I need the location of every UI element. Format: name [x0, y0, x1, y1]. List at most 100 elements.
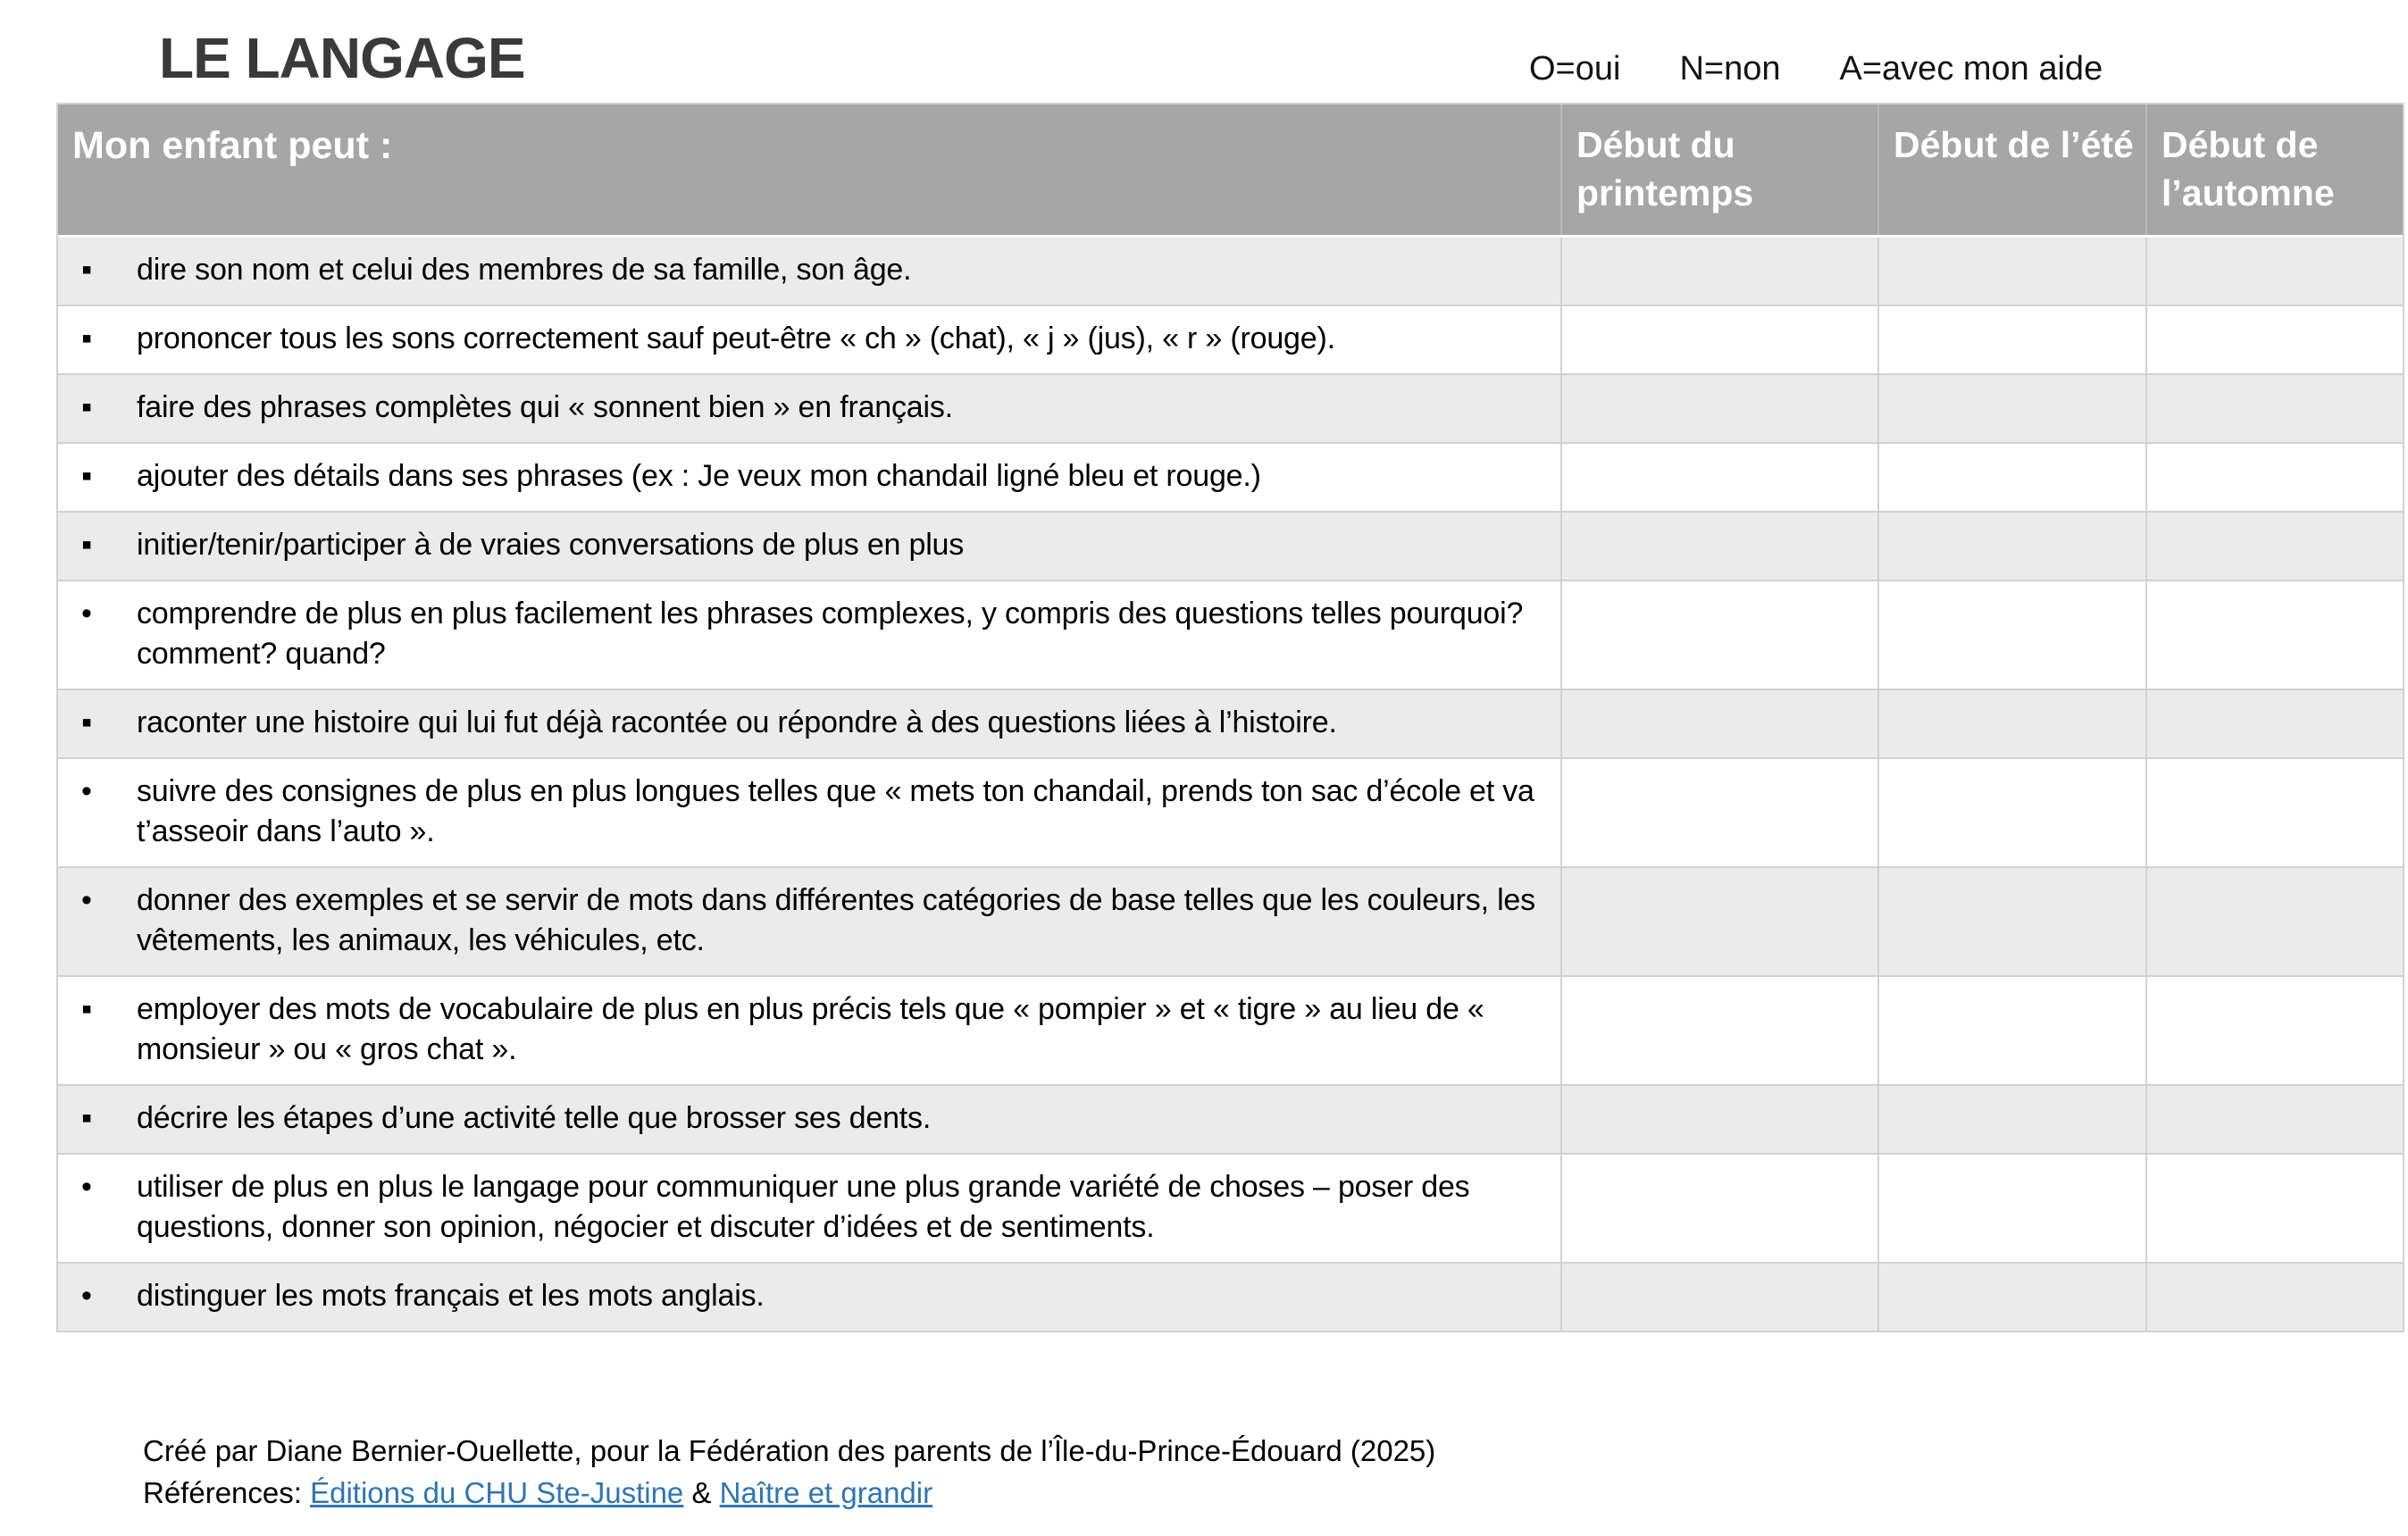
answer-cell-printemps[interactable]	[1560, 1264, 1877, 1331]
link-chu-ste-justine[interactable]: Éditions du CHU Ste-Justine	[310, 1475, 684, 1509]
answer-cell-automne[interactable]	[2145, 868, 2403, 976]
table-row: ▪ dire son nom et celui des membres de s…	[58, 238, 2403, 307]
answer-cell-ete[interactable]	[1877, 238, 2145, 305]
answer-cell-printemps[interactable]	[1560, 444, 1877, 512]
row-label: donner des exemples et se servir de mots…	[137, 883, 1535, 958]
row-label: prononcer tous les sons correctement sau…	[137, 321, 1335, 356]
bullet-icon: •	[81, 883, 92, 918]
row-label-cell: • comprendre de plus en plus facilement …	[58, 581, 1560, 689]
row-label-cell: • suivre des consignes de plus en plus l…	[58, 759, 1560, 866]
answer-cell-printemps[interactable]	[1560, 375, 1877, 443]
answer-cell-printemps[interactable]	[1560, 513, 1877, 580]
references-label: Références:	[143, 1475, 311, 1509]
answer-cell-printemps[interactable]	[1560, 238, 1877, 305]
legend-item-non: N=non	[1679, 50, 1781, 88]
answer-legend: O=oui N=non A=avec mon aide	[1529, 50, 2103, 88]
row-label-cell: ▪ dire son nom et celui des membres de s…	[58, 238, 1560, 305]
bullet-icon: ▪	[81, 528, 93, 563]
answer-cell-ete[interactable]	[1877, 581, 2145, 689]
references-line: Références: Éditions du CHU Ste-Justine …	[143, 1473, 1435, 1515]
table-row: • distinguer les mots français et les mo…	[58, 1264, 2403, 1331]
header-col-printemps: Début du printemps	[1560, 104, 1877, 236]
row-label-cell: ▪ ajouter des détails dans ses phrases (…	[58, 444, 1560, 511]
references-separator: &	[683, 1475, 720, 1509]
header-col-ete: Début de l’été	[1877, 104, 2145, 236]
row-label-cell: ▪ faire des phrases complètes qui « sonn…	[58, 375, 1560, 442]
row-label: ajouter des détails dans ses phrases (ex…	[137, 459, 1261, 494]
answer-cell-printemps[interactable]	[1560, 1155, 1877, 1263]
table-row: ▪ initier/tenir/participer à de vraies c…	[58, 513, 2403, 582]
answer-cell-automne[interactable]	[2145, 1264, 2403, 1331]
row-label: distinguer les mots français et les mots…	[137, 1279, 765, 1314]
answer-cell-printemps[interactable]	[1560, 868, 1877, 976]
answer-cell-ete[interactable]	[1877, 1155, 2145, 1263]
row-label-cell: ▪ employer des mots de vocabulaire de pl…	[58, 977, 1560, 1084]
answer-cell-printemps[interactable]	[1560, 581, 1877, 689]
answer-cell-ete[interactable]	[1877, 375, 2145, 443]
row-label-cell: • utiliser de plus en plus le langage po…	[58, 1155, 1560, 1262]
answer-cell-ete[interactable]	[1877, 1086, 2145, 1154]
answer-cell-printemps[interactable]	[1560, 1086, 1877, 1154]
row-label: décrire les étapes d’une activité telle …	[137, 1101, 932, 1136]
table-row: ▪ employer des mots de vocabulaire de pl…	[58, 977, 2403, 1087]
credit-line: Créé par Diane Bernier-Ouellette, pour l…	[143, 1434, 1436, 1467]
row-label: dire son nom et celui des membres de sa …	[137, 253, 912, 288]
answer-cell-automne[interactable]	[2145, 759, 2403, 867]
answer-cell-ete[interactable]	[1877, 977, 2145, 1085]
answer-cell-printemps[interactable]	[1560, 977, 1877, 1085]
answer-cell-ete[interactable]	[1877, 690, 2145, 758]
row-label-cell: • donner des exemples et se servir de mo…	[58, 868, 1560, 975]
page-title: LE LANGAGE	[159, 26, 526, 90]
answer-cell-printemps[interactable]	[1560, 690, 1877, 758]
footer: Créé par Diane Bernier-Ouellette, pour l…	[143, 1431, 1435, 1515]
row-label-cell: • distinguer les mots français et les mo…	[58, 1264, 1560, 1331]
answer-cell-ete[interactable]	[1877, 513, 2145, 580]
bullet-icon: ▪	[81, 390, 93, 425]
bullet-icon: •	[81, 1279, 92, 1314]
bullet-icon: •	[81, 1170, 92, 1205]
checklist-body: ▪ dire son nom et celui des membres de s…	[58, 238, 2403, 1331]
row-label-cell: ▪ prononcer tous les sons correctement s…	[58, 306, 1560, 373]
row-label-cell: ▪ raconter une histoire qui lui fut déjà…	[58, 690, 1560, 757]
bullet-icon: ▪	[81, 1101, 93, 1136]
header-label: Mon enfant peut :	[72, 124, 393, 167]
bullet-icon: ▪	[81, 253, 93, 288]
answer-cell-automne[interactable]	[2145, 444, 2403, 512]
table-header-row: Mon enfant peut : Début du printemps Déb…	[58, 104, 2403, 238]
row-label-cell: ▪ décrire les étapes d’une activité tell…	[58, 1086, 1560, 1153]
answer-cell-automne[interactable]	[2145, 1086, 2403, 1154]
answer-cell-automne[interactable]	[2145, 1155, 2403, 1263]
bullet-icon: ▪	[81, 992, 93, 1027]
row-label: employer des mots de vocabulaire de plus…	[137, 992, 1484, 1067]
link-naitre-et-grandir[interactable]: Naître et grandir	[719, 1475, 933, 1509]
table-row: • suivre des consignes de plus en plus l…	[58, 759, 2403, 869]
row-label: comprendre de plus en plus facilement le…	[137, 597, 1524, 672]
answer-cell-ete[interactable]	[1877, 759, 2145, 867]
bullet-icon: •	[81, 597, 92, 631]
legend-item-oui: O=oui	[1529, 50, 1621, 88]
header-col-automne: Début de l’automne	[2145, 104, 2403, 236]
answer-cell-ete[interactable]	[1877, 306, 2145, 374]
checklist-table: Mon enfant peut : Début du printemps Déb…	[56, 103, 2404, 1333]
bullet-icon: ▪	[81, 705, 93, 740]
answer-cell-automne[interactable]	[2145, 375, 2403, 443]
answer-cell-automne[interactable]	[2145, 513, 2403, 580]
table-row: • donner des exemples et se servir de mo…	[58, 868, 2403, 978]
answer-cell-automne[interactable]	[2145, 306, 2403, 374]
table-row: • utiliser de plus en plus le langage po…	[58, 1155, 2403, 1265]
answer-cell-printemps[interactable]	[1560, 759, 1877, 867]
answer-cell-ete[interactable]	[1877, 1264, 2145, 1331]
answer-cell-ete[interactable]	[1877, 444, 2145, 512]
answer-cell-automne[interactable]	[2145, 581, 2403, 689]
table-row: ▪ faire des phrases complètes qui « sonn…	[58, 375, 2403, 445]
answer-cell-automne[interactable]	[2145, 977, 2403, 1085]
answer-cell-printemps[interactable]	[1560, 306, 1877, 374]
answer-cell-automne[interactable]	[2145, 238, 2403, 305]
table-row: • comprendre de plus en plus facilement …	[58, 581, 2403, 691]
answer-cell-automne[interactable]	[2145, 690, 2403, 758]
answer-cell-ete[interactable]	[1877, 868, 2145, 976]
bullet-icon: ▪	[81, 321, 93, 356]
table-row: ▪ décrire les étapes d’une activité tell…	[58, 1086, 2403, 1156]
table-row: ▪ ajouter des détails dans ses phrases (…	[58, 444, 2403, 513]
